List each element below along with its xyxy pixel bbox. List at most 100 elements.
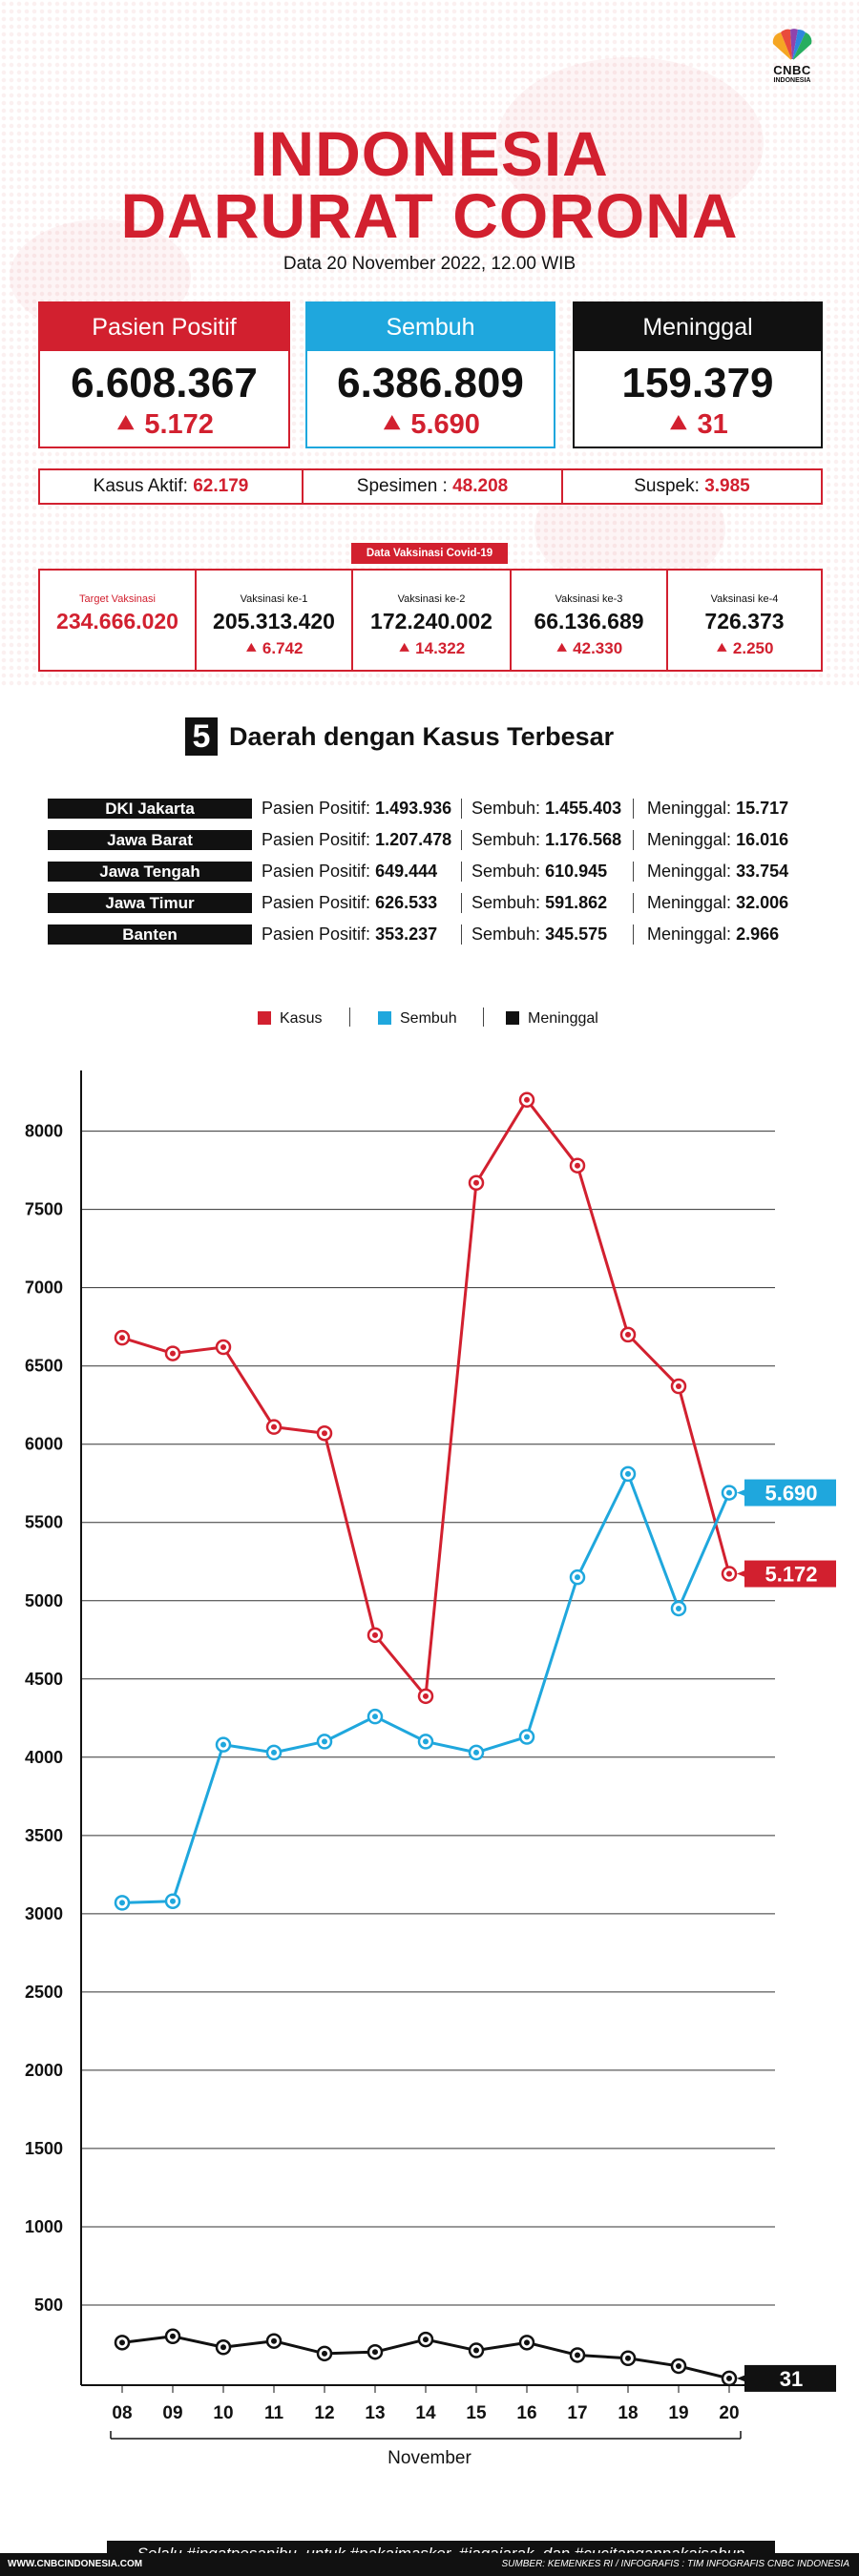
logo-text: CNBC (773, 63, 811, 77)
region-name: Banten (48, 924, 252, 945)
end-label-badge (744, 2364, 836, 2392)
legend-item-kasus: Kasus (258, 1009, 322, 1028)
y-tick-label: 3500 (25, 1826, 63, 1845)
divider (633, 862, 634, 882)
region-positive: Pasien Positif: 1.207.478 (262, 830, 452, 849)
x-tick-label: 09 (162, 2403, 182, 2423)
regions-number: 5 (185, 717, 218, 756)
specimen: Spesimen : 48.208 (356, 476, 509, 496)
data-point-center (575, 1574, 580, 1581)
region-positive: Pasien Positif: 626.533 (262, 893, 438, 912)
card-positive-delta: 5.172 (144, 409, 214, 440)
suspect: Suspek: 3.985 (634, 476, 750, 496)
region-deaths: Meninggal: 2.966 (647, 924, 780, 944)
divider (510, 571, 512, 670)
region-name: Jawa Timur (48, 893, 252, 913)
legend-item-sembuh: Sembuh (378, 1009, 457, 1028)
footer-source: SUMBER: KEMENKES RI / INFOGRAFIS : TIM I… (501, 2559, 849, 2569)
data-point-center (372, 1631, 378, 1638)
data-point-center (119, 1335, 125, 1341)
x-tick-label: 12 (314, 2403, 334, 2423)
line-chart: 500 1000 1500 2000 2500 3000 3500 4000 4500 5000 5… (25, 1070, 836, 2468)
y-tick-label: 7000 (25, 1278, 63, 1298)
footer-site: WWW.CNBCINDONESIA.COM (8, 2559, 143, 2569)
end-label-value: 31 (780, 2367, 803, 2391)
y-tick-label: 5500 (25, 1513, 63, 1532)
data-point-center (119, 1900, 125, 1906)
divider (351, 571, 353, 670)
card-recovered-value: 6.386.809 (337, 360, 524, 406)
region-row: Jawa Tengah Pasien Positif: 649.444 Sembuh… (0, 858, 859, 884)
data-point-center (170, 1898, 176, 1904)
x-tick-label: 11 (264, 2403, 284, 2423)
data-point-center (322, 1738, 327, 1745)
divider (666, 571, 668, 670)
data-point-center (423, 2337, 429, 2343)
vaccination-dose-2: Vaksinasi ke-2 172.240.002 ⯅ 14.322 (370, 593, 492, 657)
y-tick-label: 4000 (25, 1748, 63, 1767)
divider (461, 924, 462, 945)
x-tick-label: 10 (213, 2403, 233, 2423)
end-label-value: 5.172 (765, 1563, 817, 1587)
y-tick-label: 500 (34, 2296, 63, 2315)
region-row: Jawa Barat Pasien Positif: 1.207.478 Sembu… (0, 826, 859, 853)
region-name: DKI Jakarta (48, 799, 252, 819)
region-row: Jawa Timur Pasien Positif: 626.533 Sembuh:… (0, 889, 859, 916)
card-recovered: Sembuh 6.386.809 ⯅ 5.690 (305, 301, 555, 448)
region-deaths: Meninggal: 16.016 (647, 830, 789, 849)
x-tick-label: 16 (516, 2403, 536, 2423)
divider (461, 893, 462, 913)
vaccination-box: Target Vaksinasi 234.666.020 Vaksinasi k… (38, 569, 823, 672)
x-tick-label: 13 (365, 2403, 385, 2423)
card-positive-label: Pasien Positif (40, 303, 288, 351)
legend-divider (483, 1008, 484, 1027)
data-point-center (220, 2344, 226, 2351)
title-line-1: INDONESIA (250, 118, 609, 189)
region-recovered: Sembuh: 1.455.403 (471, 799, 622, 818)
peacock-icon (772, 29, 812, 63)
region-row: DKI Jakarta Pasien Positif: 1.493.936 Semb… (0, 795, 859, 821)
divider (633, 799, 634, 819)
data-point-center (473, 1179, 479, 1186)
x-tick-label: 20 (719, 2403, 739, 2423)
card-recovered-label: Sembuh (307, 303, 554, 351)
date-subtitle: Data 20 November 2022, 12.00 WIB (283, 254, 576, 274)
data-point-center (220, 1344, 226, 1351)
divider (302, 470, 304, 503)
y-tick-label: 8000 (25, 1122, 63, 1141)
end-label-value: 5.690 (765, 1482, 817, 1506)
data-point-center (271, 1423, 277, 1430)
data-point-center (322, 2350, 327, 2357)
card-deaths: Meninggal 159.379 ⯅ 31 (573, 301, 823, 448)
map-shape (496, 57, 764, 229)
data-point-center (271, 2337, 277, 2344)
data-point-center (220, 1741, 226, 1748)
data-point-center (473, 2347, 479, 2354)
region-recovered: Sembuh: 591.862 (471, 893, 608, 912)
card-deaths-value: 159.379 (621, 360, 774, 406)
region-deaths: Meninggal: 15.717 (647, 799, 789, 818)
vaccination-dose-4: Vaksinasi ke-4 726.373 ⯅ 2.250 (704, 593, 785, 657)
legend-swatch (506, 1011, 519, 1025)
up-arrows-icon: ⯅ (397, 639, 411, 657)
y-tick-label: 6500 (25, 1357, 63, 1376)
region-deaths: Meninggal: 32.006 (647, 893, 789, 912)
vaccination-dose-1: Vaksinasi ke-1 205.313.420 ⯅ 6.742 (213, 593, 335, 657)
data-point-center (423, 1738, 429, 1745)
series-line-kasus (121, 1098, 731, 1698)
legend-item-meninggal: Meninggal (506, 1009, 598, 1028)
vaccination-header: Data Vaksinasi Covid-19 (351, 543, 508, 564)
data-point-center (372, 2349, 378, 2356)
divider (195, 571, 197, 670)
data-point-center (322, 1430, 327, 1437)
divider (461, 799, 462, 819)
up-arrows-icon: ⯅ (715, 639, 729, 657)
y-tick-label: 5000 (25, 1591, 63, 1610)
data-point-center (676, 1605, 681, 1611)
up-arrows-icon: ⯅ (244, 639, 259, 657)
y-tick-label: 7500 (25, 1200, 63, 1219)
data-point-center (473, 1749, 479, 1755)
data-point-center (726, 1570, 732, 1577)
data-point-center (271, 1749, 277, 1755)
card-deaths-label: Meninggal (575, 303, 821, 351)
